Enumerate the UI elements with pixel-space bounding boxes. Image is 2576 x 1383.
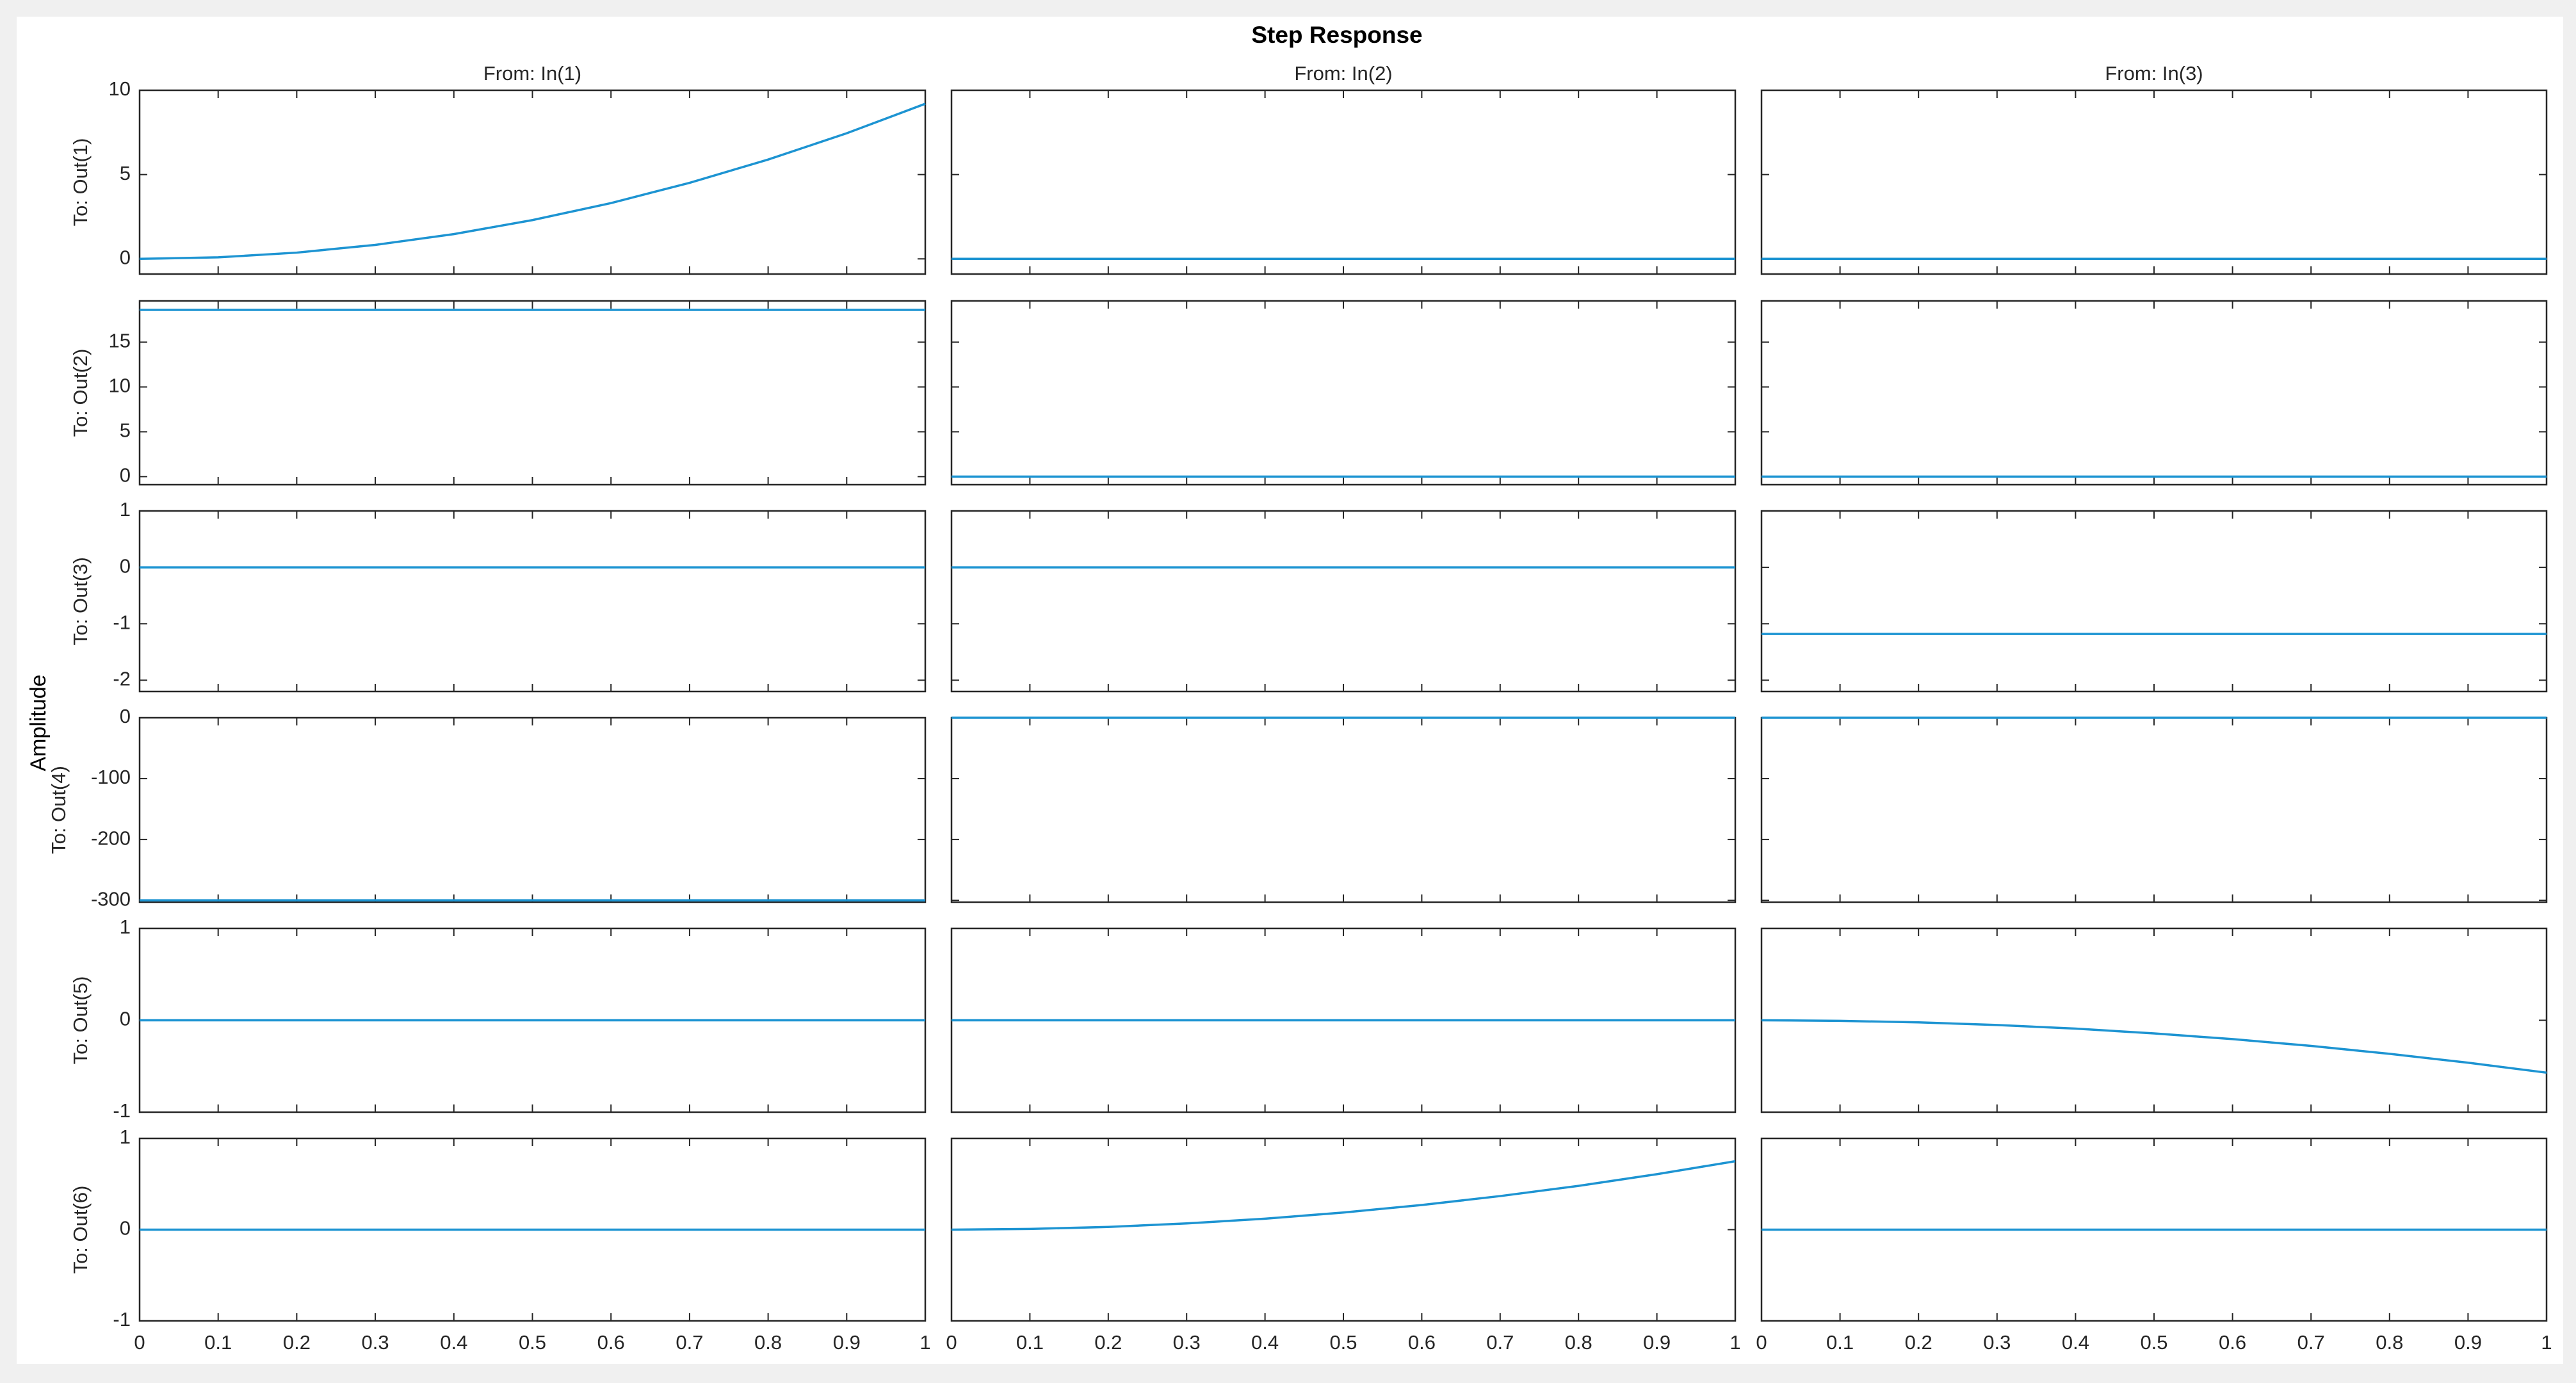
plot-area [138, 89, 927, 275]
plot-area [1760, 716, 2548, 903]
y-tick-label: -2 [113, 668, 131, 690]
x-tick-label: 0.9 [833, 1331, 861, 1354]
plot-area [1760, 510, 2548, 693]
x-tick-label: 0.7 [2297, 1331, 2325, 1354]
plot-area [1760, 89, 2548, 275]
y-tick-label: 1 [120, 498, 131, 521]
row-label: To: Out(5) [69, 976, 92, 1065]
x-tick-label: 0.3 [1983, 1331, 2011, 1354]
row-label: To: Out(2) [69, 349, 92, 437]
x-tick-label: 1 [1729, 1331, 1740, 1354]
row-label: To: Out(6) [69, 1186, 92, 1274]
y-tick-label: -100 [91, 766, 131, 788]
y-tick-label: 5 [120, 419, 131, 442]
y-tick-label: 0 [120, 705, 131, 727]
row-label: To: Out(1) [69, 138, 92, 227]
response-line [1761, 1019, 2547, 1074]
column-title: From: In(2) [1294, 62, 1392, 85]
x-tick-label: 0.2 [283, 1331, 311, 1354]
y-tick-label: -1 [113, 611, 131, 633]
x-tick-label: 0.6 [597, 1331, 625, 1354]
y-axis-label: Amplitude [26, 674, 51, 771]
x-tick-label: 0.4 [440, 1331, 467, 1354]
y-tick-label: -200 [91, 827, 131, 849]
plot-area [138, 716, 927, 903]
x-tick-label: 0.2 [1094, 1331, 1122, 1354]
x-tick-label: 0 [946, 1331, 957, 1354]
plot-area [1760, 927, 2548, 1113]
x-tick-label: 0.5 [1329, 1331, 1357, 1354]
x-tick-label: 0.6 [1408, 1331, 1436, 1354]
x-tick-label: 0.3 [1173, 1331, 1201, 1354]
plot-area [950, 89, 1737, 275]
plot-area [950, 300, 1737, 486]
x-tick-label: 0.4 [1251, 1331, 1279, 1354]
x-tick-label: 1 [919, 1331, 930, 1354]
x-tick-label: 0.1 [1826, 1331, 1854, 1354]
plot-area [138, 300, 927, 486]
x-tick-label: 0.7 [1486, 1331, 1514, 1354]
y-tick-label: -1 [113, 1099, 131, 1122]
column-title: From: In(1) [483, 62, 581, 85]
response-line [139, 102, 926, 261]
y-tick-label: 0 [120, 246, 131, 268]
y-tick-label: 0 [120, 1008, 131, 1030]
row-label: To: Out(4) [47, 766, 70, 854]
plot-area [1760, 300, 2548, 486]
x-tick-label: 1 [2541, 1331, 2552, 1354]
x-tick-label: 0 [1756, 1331, 1767, 1354]
y-tick-label: 1 [120, 916, 131, 938]
x-tick-label: 0.6 [2219, 1331, 2246, 1354]
x-tick-label: 0.5 [2140, 1331, 2167, 1354]
x-tick-label: 0.1 [204, 1331, 232, 1354]
y-tick-label: 0 [120, 554, 131, 577]
y-tick-label: 10 [109, 77, 131, 100]
x-tick-label: 0.7 [676, 1331, 703, 1354]
y-tick-label: 0 [120, 1217, 131, 1240]
plot-area [950, 716, 1737, 903]
y-tick-label: -300 [91, 887, 131, 910]
x-tick-label: 0.8 [1565, 1331, 1592, 1354]
x-tick-label: 0 [134, 1331, 145, 1354]
y-tick-label: -1 [113, 1308, 131, 1330]
y-tick-label: 15 [109, 330, 131, 352]
row-label: To: Out(3) [69, 557, 92, 645]
plot-area [138, 510, 927, 693]
x-tick-label: 0.9 [2454, 1331, 2482, 1354]
plot-area [950, 510, 1737, 693]
x-tick-label: 0.2 [1905, 1331, 1932, 1354]
plot-area [950, 1137, 1737, 1322]
y-tick-label: 0 [120, 464, 131, 487]
y-tick-label: 10 [109, 375, 131, 397]
x-tick-label: 0.1 [1016, 1331, 1044, 1354]
x-tick-label: 0.8 [2376, 1331, 2403, 1354]
x-tick-label: 0.9 [1643, 1331, 1671, 1354]
x-tick-label: 0.3 [362, 1331, 389, 1354]
column-title: From: In(3) [2105, 62, 2203, 85]
x-tick-label: 0.8 [754, 1331, 782, 1354]
response-line [951, 1160, 1736, 1231]
chart-title: Step Response [1251, 22, 1422, 48]
x-tick-label: 0.4 [2062, 1331, 2089, 1354]
y-tick-label: 5 [120, 162, 131, 184]
y-tick-label: 1 [120, 1126, 131, 1148]
x-tick-label: 0.5 [519, 1331, 546, 1354]
